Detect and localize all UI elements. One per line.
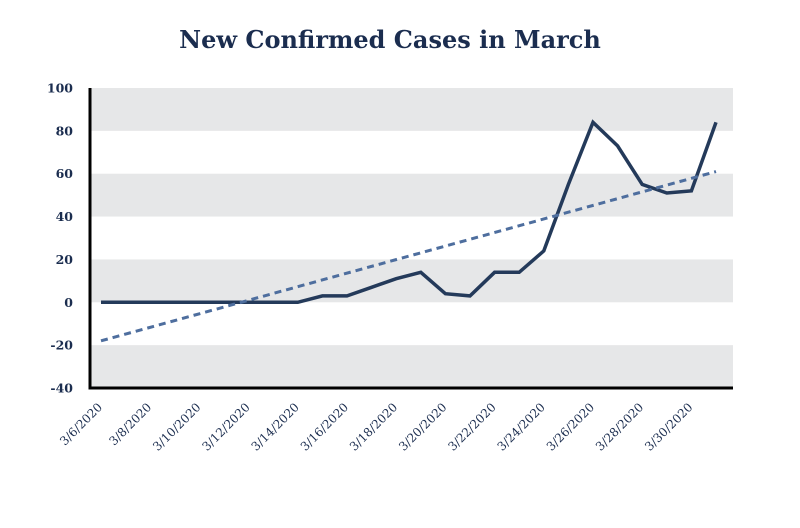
y-tick-label: -40 (50, 381, 73, 396)
x-tick-label: 3/30/2020 (642, 400, 695, 453)
y-tick-label: 60 (56, 166, 74, 181)
grid-band (91, 173, 733, 217)
x-tick-label: 3/26/2020 (544, 400, 597, 453)
grid-band (91, 88, 733, 131)
grid-band (91, 259, 733, 303)
series-line-new-cases (101, 119, 718, 305)
chart-title: New Confirmed Cases in March (179, 25, 601, 54)
x-tick-label: 3/28/2020 (593, 400, 646, 453)
series-lines (100, 119, 718, 343)
x-tick-label: 3/6/2020 (57, 400, 105, 448)
grid-bands (91, 88, 733, 388)
y-axis-ticks: 100 80 60 40 20 0 -20 -40 (47, 81, 73, 396)
x-tick-label: 3/22/2020 (445, 400, 498, 453)
y-tick-label: 20 (56, 252, 74, 267)
grid-band (91, 345, 733, 388)
x-tick-label: 3/24/2020 (495, 400, 548, 453)
series-line-trend (100, 170, 717, 343)
x-tick-label: 3/18/2020 (347, 400, 400, 453)
x-tick-label: 3/16/2020 (298, 400, 351, 453)
x-tick-label: 3/10/2020 (150, 400, 203, 453)
y-tick-label: 100 (47, 81, 73, 96)
x-tick-label: 3/8/2020 (106, 400, 154, 448)
y-tick-label: 40 (56, 209, 74, 224)
x-axis-ticks: 3/6/2020 3/8/20203/10/20203/12/20203/14/2… (57, 400, 695, 453)
x-tick-label: 3/14/2020 (249, 400, 302, 453)
x-tick-label: 3/12/2020 (199, 400, 252, 453)
y-tick-label: 80 (56, 123, 74, 138)
y-tick-label: 0 (64, 295, 73, 310)
x-tick-label: 3/20/2020 (396, 400, 449, 453)
y-tick-label: -20 (50, 338, 73, 353)
